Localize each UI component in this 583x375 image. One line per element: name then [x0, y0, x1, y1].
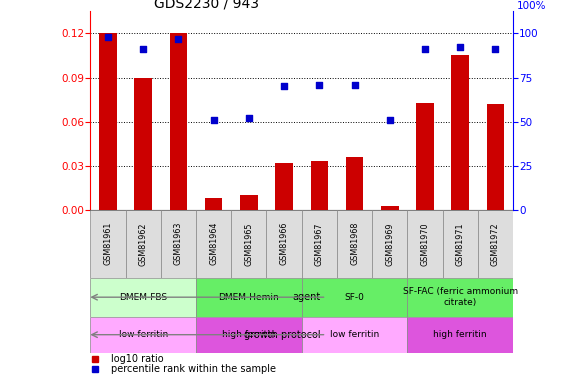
Bar [161, 210, 196, 278]
Text: GSM81965: GSM81965 [244, 222, 254, 266]
Text: log10 ratio: log10 ratio [111, 354, 164, 364]
Text: growth protocol: growth protocol [244, 330, 321, 340]
Bar [196, 317, 302, 352]
Bar [275, 163, 293, 210]
Text: SF-FAC (ferric ammonium
citrate): SF-FAC (ferric ammonium citrate) [403, 288, 518, 307]
Bar [99, 33, 117, 210]
Text: DMEM-FBS: DMEM-FBS [119, 292, 167, 302]
Text: SF-0: SF-0 [345, 292, 364, 302]
Bar [381, 206, 399, 210]
Point [491, 46, 500, 52]
Bar [205, 198, 223, 210]
Point [279, 83, 289, 89]
Text: GSM81969: GSM81969 [385, 222, 394, 266]
Text: agent: agent [293, 292, 321, 302]
Bar [416, 102, 434, 210]
Bar [266, 210, 302, 278]
Text: GSM81966: GSM81966 [280, 222, 289, 266]
Bar [231, 210, 266, 278]
Bar [311, 161, 328, 210]
Bar [302, 278, 408, 317]
Text: GDS2230 / 943: GDS2230 / 943 [154, 0, 259, 10]
Bar [240, 195, 258, 210]
Bar [135, 78, 152, 210]
Bar [90, 278, 196, 317]
Text: GSM81970: GSM81970 [420, 222, 430, 266]
Bar [90, 317, 196, 352]
Point [244, 115, 254, 121]
Text: GSM81968: GSM81968 [350, 222, 359, 266]
Bar [196, 278, 302, 317]
Text: GSM81963: GSM81963 [174, 222, 183, 266]
Bar [125, 210, 161, 278]
Bar [170, 33, 187, 210]
Bar [408, 317, 513, 352]
Text: GSM81962: GSM81962 [139, 222, 147, 266]
Point [455, 45, 465, 51]
Point [103, 34, 113, 40]
Text: GSM81971: GSM81971 [456, 222, 465, 266]
Point [209, 117, 218, 123]
Bar [337, 210, 372, 278]
Point [350, 82, 359, 88]
Bar [487, 104, 504, 210]
Text: GSM81972: GSM81972 [491, 222, 500, 266]
Text: percentile rank within the sample: percentile rank within the sample [111, 364, 276, 374]
Bar [372, 210, 408, 278]
Bar [408, 278, 513, 317]
Point [315, 82, 324, 88]
Bar [302, 317, 408, 352]
Bar [90, 210, 125, 278]
Text: high ferritin: high ferritin [222, 330, 276, 339]
Bar [302, 210, 337, 278]
Bar [408, 210, 442, 278]
Bar [451, 56, 469, 210]
Text: GSM81964: GSM81964 [209, 222, 218, 266]
Bar [196, 210, 231, 278]
Bar [442, 210, 478, 278]
Bar [478, 210, 513, 278]
Text: GSM81967: GSM81967 [315, 222, 324, 266]
Point [420, 46, 430, 52]
Point [174, 36, 183, 42]
Text: high ferritin: high ferritin [433, 330, 487, 339]
Bar [346, 157, 363, 210]
Point [139, 46, 148, 52]
Text: DMEM-Hemin: DMEM-Hemin [219, 292, 279, 302]
Text: low ferritin: low ferritin [330, 330, 379, 339]
Text: low ferritin: low ferritin [118, 330, 168, 339]
Text: GSM81961: GSM81961 [103, 222, 113, 266]
Point [385, 117, 395, 123]
Text: 100%: 100% [517, 1, 547, 11]
